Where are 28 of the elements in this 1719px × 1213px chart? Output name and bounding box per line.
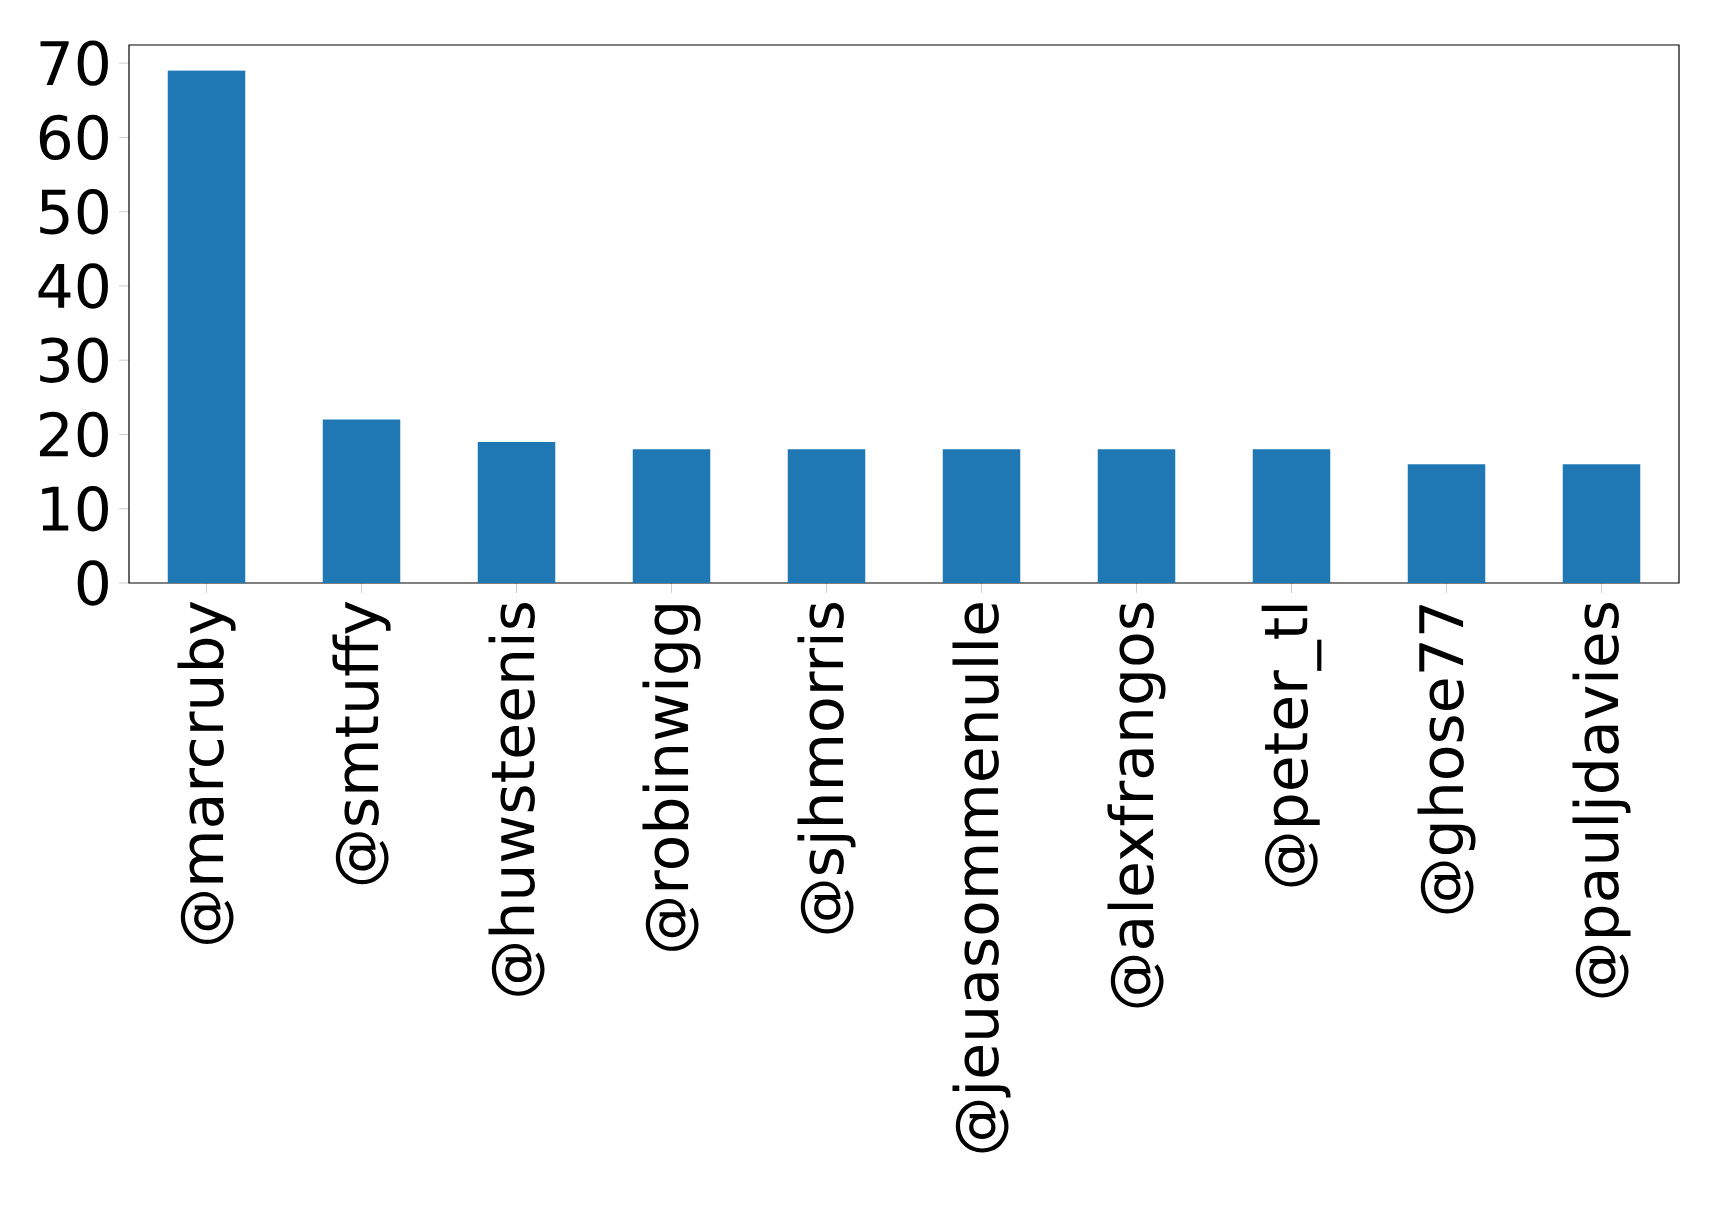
x-tick-label: @smtuffy: [332, 601, 391, 885]
bar: [942, 449, 1021, 583]
bar: [787, 449, 866, 583]
x-tick-label: @marcruby: [177, 601, 236, 944]
bar: [1097, 449, 1176, 583]
y-tick-label: 30: [40, 337, 108, 383]
y-tick-label: 0: [77, 560, 108, 606]
x-tick-label: @pauljdavies: [1572, 602, 1631, 998]
x-tick-label: @ghose77: [1417, 605, 1476, 914]
x-tick-label: @robinwigg: [642, 605, 701, 951]
bar: [322, 419, 401, 583]
bar: [1407, 464, 1486, 583]
y-tick-label: 60: [39, 114, 108, 161]
bar: [1252, 449, 1331, 583]
x-tick-label: @huwsteenis: [488, 602, 545, 996]
y-tick-label: 20: [39, 411, 108, 458]
x-tick-label: @jeuasommenulle: [952, 603, 1011, 1153]
x-tick-label: @alexfrangos: [1107, 602, 1166, 1008]
y-tick-label: 50: [40, 188, 108, 235]
y-tick-label: 40: [38, 263, 108, 309]
bar: [477, 441, 556, 583]
bar: [632, 449, 711, 583]
bar: [167, 70, 246, 583]
x-tick-label: @sjhmorris: [797, 602, 856, 934]
y-tick-label: 70: [40, 40, 108, 86]
y-tick-label: 10: [42, 486, 108, 532]
bar: [1562, 464, 1641, 583]
x-tick-label: @peter_tl: [1261, 605, 1322, 887]
